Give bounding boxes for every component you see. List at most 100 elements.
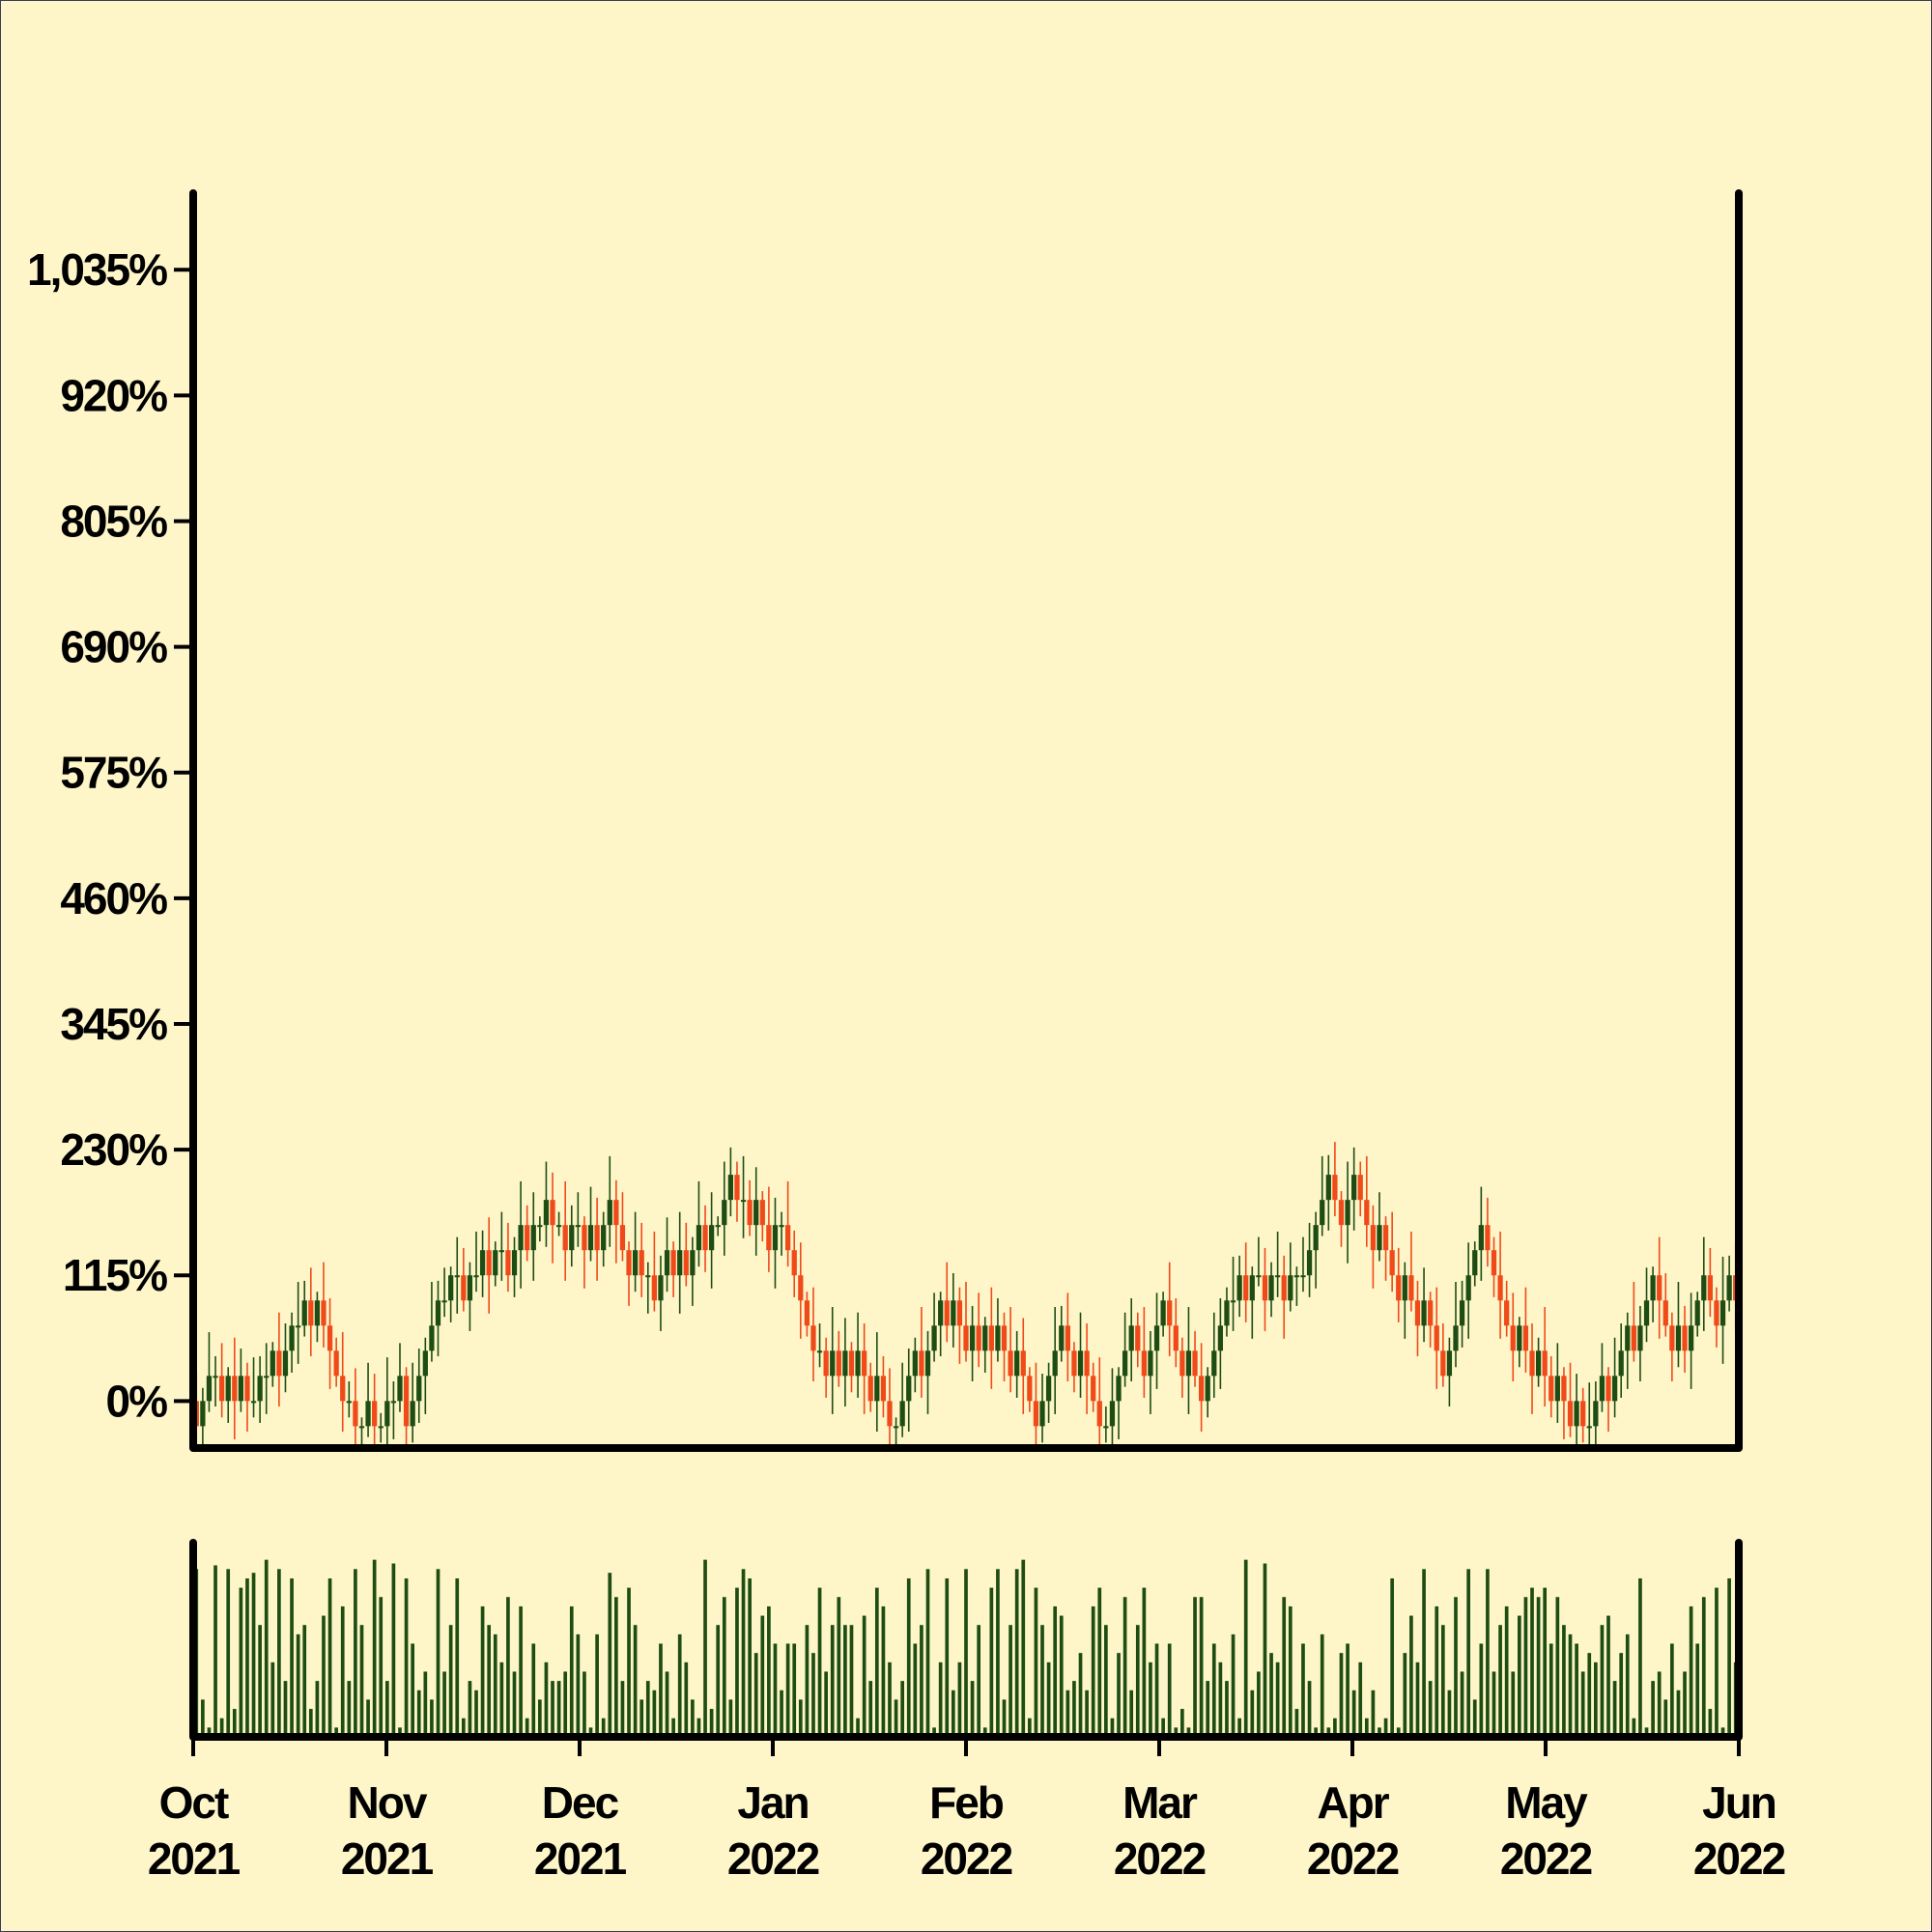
volume-bar	[480, 1605, 485, 1737]
volume-bar	[245, 1577, 249, 1737]
volume-bar	[1161, 1718, 1165, 1737]
volume-bar	[665, 1671, 669, 1737]
candle-body	[537, 1225, 543, 1228]
candle-body	[740, 1200, 747, 1203]
volume-bar	[1351, 1690, 1356, 1737]
volume-bar	[925, 1569, 930, 1737]
candle-body	[715, 1225, 721, 1228]
volume-bar	[519, 1605, 523, 1737]
volume-bar	[1689, 1605, 1693, 1737]
volume-bar	[1034, 1587, 1038, 1737]
volume-bar	[232, 1709, 237, 1737]
volume-bar	[716, 1625, 721, 1737]
volume-bar	[1002, 1699, 1007, 1737]
candle-body	[708, 1225, 715, 1251]
volume-bar	[1104, 1625, 1108, 1737]
candle-body	[257, 1376, 263, 1402]
volume-bar	[748, 1577, 752, 1737]
candle-body	[912, 1350, 918, 1377]
candle-body	[1014, 1350, 1020, 1377]
volume-bar	[1237, 1718, 1241, 1737]
volume-bar	[1587, 1653, 1592, 1737]
candle-body	[1059, 1325, 1065, 1351]
candle-body	[1256, 1275, 1262, 1278]
volume-bar	[1701, 1597, 1706, 1737]
candle-body	[296, 1325, 301, 1328]
volume-bar	[1435, 1605, 1439, 1737]
volume-bar	[1403, 1653, 1407, 1737]
candle-body	[1605, 1376, 1611, 1402]
volume-bar	[474, 1690, 478, 1737]
volume-bar	[1511, 1671, 1516, 1737]
candle-body	[810, 1325, 816, 1351]
volume-bar	[1657, 1671, 1662, 1737]
volume-bar	[1257, 1671, 1261, 1737]
candle-body	[333, 1350, 339, 1377]
candle-body	[619, 1225, 626, 1251]
volume-bar	[780, 1690, 783, 1737]
candle-body	[505, 1250, 511, 1276]
volume-bar	[1243, 1559, 1248, 1737]
candle-body	[944, 1300, 950, 1326]
volume-bar	[773, 1643, 778, 1737]
candle-body	[1351, 1175, 1357, 1201]
candle-body	[722, 1200, 727, 1226]
volume-bar	[862, 1615, 867, 1737]
price-frame	[189, 189, 1743, 1452]
candle-body	[1364, 1200, 1370, 1226]
candle-body	[1185, 1350, 1192, 1377]
candle-body	[1096, 1401, 1102, 1427]
volume-bar	[767, 1605, 771, 1737]
candle-body	[1039, 1401, 1045, 1427]
volume-bar	[569, 1605, 574, 1737]
candle-body	[1574, 1401, 1579, 1427]
volume-bar	[659, 1643, 663, 1737]
candle-body	[924, 1350, 931, 1377]
candle-body	[791, 1250, 797, 1276]
candle-body	[346, 1401, 352, 1404]
y-tick-label: 230%	[60, 1124, 167, 1175]
axes: 0% 115% 230% 345% 460% 575% 690% 805% 920% 1,035%…	[27, 189, 1787, 1884]
candle-body	[1001, 1325, 1008, 1351]
volume-bar	[1580, 1671, 1585, 1737]
volume-bar	[582, 1671, 586, 1737]
volume-bar	[525, 1718, 529, 1737]
candle-body	[1485, 1225, 1491, 1251]
volume-bar	[347, 1681, 352, 1737]
candle-body	[1414, 1300, 1421, 1326]
y-tick-label: 115%	[63, 1250, 167, 1300]
candle-body	[1236, 1275, 1242, 1301]
volume-bar	[283, 1681, 288, 1737]
x-tick-year: 2022	[921, 1833, 1012, 1884]
volume-bar	[1548, 1643, 1553, 1737]
candle-body	[651, 1275, 657, 1301]
candle-body	[1675, 1325, 1682, 1351]
candle-body	[582, 1225, 587, 1251]
volume-bar	[1014, 1569, 1019, 1737]
candle-body	[327, 1325, 333, 1351]
candle-body	[314, 1300, 321, 1326]
volume-bar	[379, 1597, 384, 1737]
candle-body	[1071, 1350, 1077, 1377]
candle-body	[238, 1376, 244, 1402]
candle-body	[1357, 1175, 1363, 1201]
volume-bar	[1383, 1718, 1388, 1737]
volume-bar	[1638, 1577, 1642, 1737]
volume-bar	[1625, 1634, 1630, 1737]
volume-bar	[1409, 1615, 1413, 1737]
candle-body	[1389, 1250, 1395, 1276]
candle-body	[779, 1225, 784, 1228]
volume-bar	[506, 1597, 510, 1737]
candle-body	[1542, 1350, 1548, 1377]
candle-body	[250, 1401, 257, 1404]
volume-bar	[334, 1727, 338, 1737]
x-tick-year: 2022	[727, 1833, 819, 1884]
candle-body	[836, 1350, 841, 1377]
candle-body	[1631, 1325, 1636, 1351]
volume-bar	[920, 1625, 923, 1737]
candle-body	[969, 1325, 976, 1351]
candle-body	[276, 1350, 282, 1377]
volume-bar	[1612, 1681, 1617, 1737]
price-panel	[193, 1142, 1739, 1448]
